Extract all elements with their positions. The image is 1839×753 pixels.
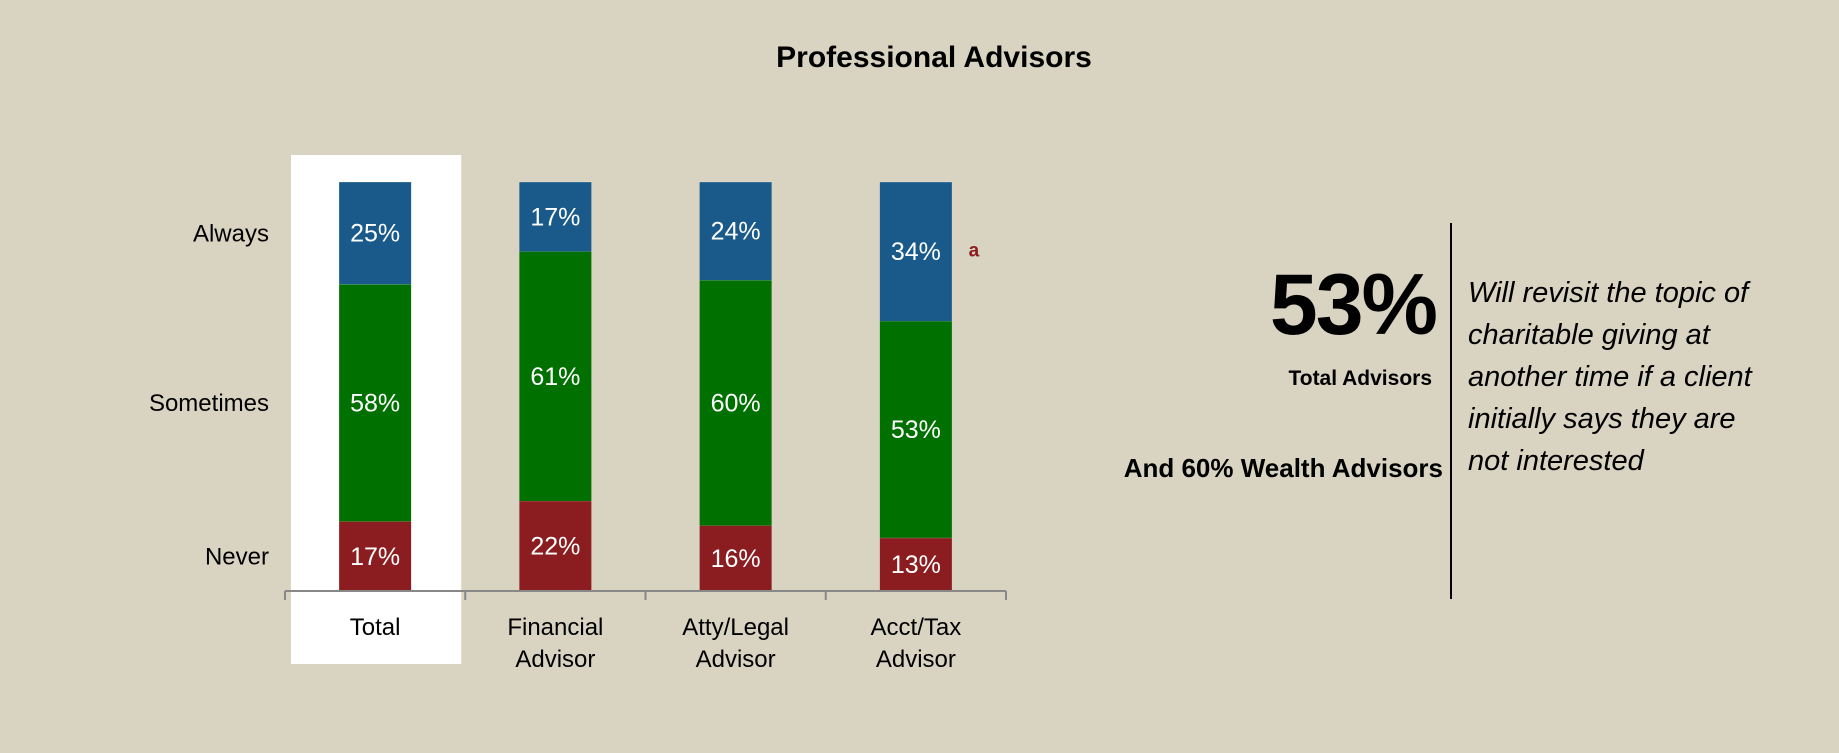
bar-segment bbox=[519, 501, 592, 591]
data-label: 53% bbox=[891, 416, 941, 444]
data-label: 58% bbox=[350, 389, 400, 417]
data-label: 60% bbox=[711, 389, 761, 417]
row-label: Sometimes bbox=[149, 390, 269, 417]
bar-segment bbox=[519, 251, 592, 502]
row-label: Always bbox=[193, 220, 269, 247]
bar-segment bbox=[879, 182, 952, 322]
bar-segment bbox=[339, 182, 412, 285]
bar-segment bbox=[879, 537, 952, 591]
data-label: 25% bbox=[350, 220, 400, 248]
chart-title: Professional Advisors bbox=[776, 41, 1092, 74]
data-label: 34% bbox=[891, 238, 941, 266]
bar-segment bbox=[699, 525, 772, 591]
x-tick-label: Financial Advisor bbox=[507, 614, 604, 673]
bar-segment bbox=[339, 521, 412, 591]
callout-caption: Total Advisors bbox=[1288, 367, 1432, 390]
bar-segment bbox=[699, 182, 772, 281]
x-tick-label: Total bbox=[349, 614, 401, 641]
data-label: 13% bbox=[891, 551, 941, 579]
data-label: 17% bbox=[350, 543, 400, 571]
x-tick-label: Atty/Legal Advisor bbox=[682, 614, 789, 673]
data-label: 24% bbox=[711, 218, 761, 246]
divider bbox=[1450, 223, 1452, 599]
data-label: 22% bbox=[530, 533, 580, 561]
callout-text: Will revisit the topic of charitable giv… bbox=[1468, 277, 1752, 477]
bar-segment bbox=[699, 280, 772, 526]
data-label: 61% bbox=[530, 363, 580, 391]
bar-segment bbox=[339, 284, 412, 522]
bar-segment bbox=[879, 321, 952, 538]
x-tick-label: Acct/Tax Advisor bbox=[870, 614, 962, 673]
callout-value: 53% bbox=[1269, 257, 1438, 353]
row-label: Never bbox=[205, 544, 269, 571]
bar-segment bbox=[519, 182, 592, 252]
data-label: 17% bbox=[530, 203, 580, 231]
annotation: a bbox=[969, 241, 980, 262]
callout-secondary: And 60% Wealth Advisors bbox=[1123, 453, 1443, 483]
data-label: 16% bbox=[711, 545, 761, 573]
